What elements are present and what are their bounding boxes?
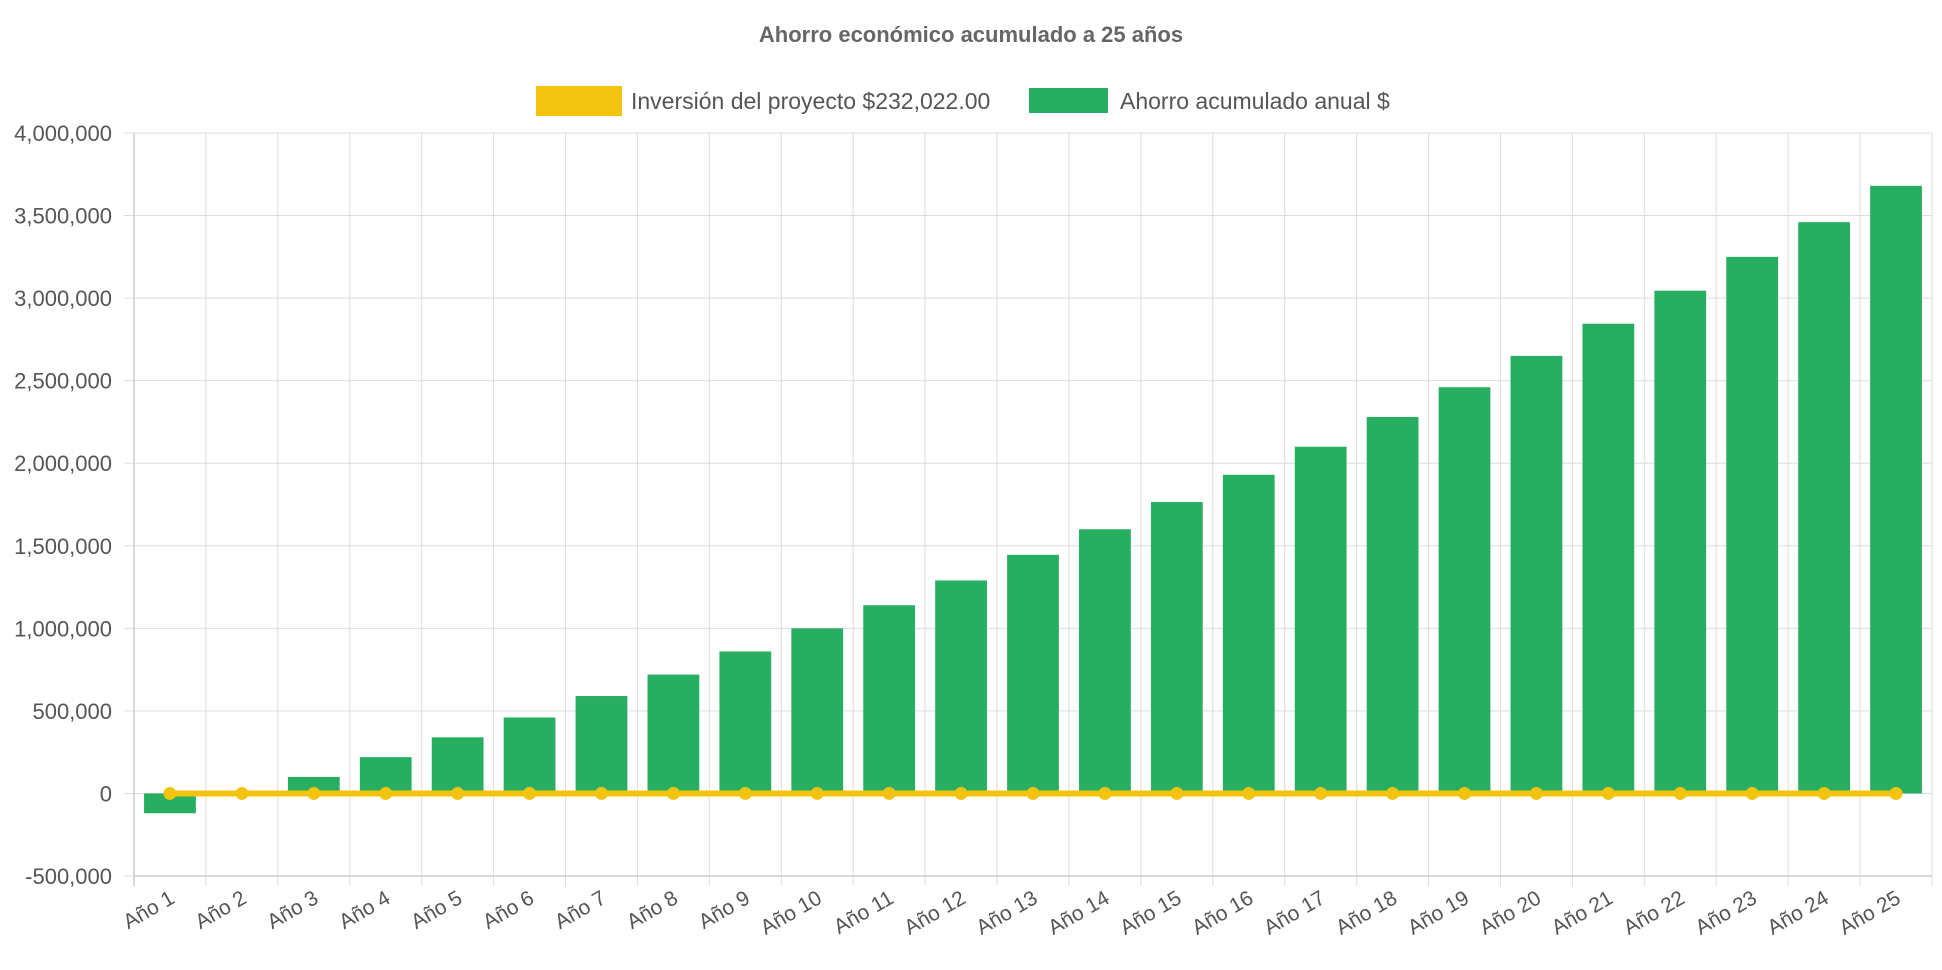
line-point[interactable] bbox=[1026, 786, 1040, 800]
bar[interactable] bbox=[791, 628, 844, 794]
line-point[interactable] bbox=[1098, 786, 1112, 800]
bar[interactable] bbox=[1726, 256, 1779, 794]
x-tick-label: Año 2 bbox=[191, 886, 250, 933]
x-tick-label: Año 23 bbox=[1692, 886, 1761, 939]
y-tick-label: -500,000 bbox=[25, 864, 112, 889]
x-tick-label: Año 11 bbox=[830, 886, 898, 938]
line-point[interactable] bbox=[1673, 786, 1687, 800]
legend-item-inversion[interactable]: Inversión del proyecto $232,022.00 bbox=[536, 86, 990, 116]
x-tick-label: Año 15 bbox=[1116, 886, 1185, 939]
line-point[interactable] bbox=[1601, 786, 1615, 800]
y-tick-label: 3,000,000 bbox=[14, 286, 112, 311]
x-tick-label: Año 5 bbox=[407, 886, 466, 933]
bar[interactable] bbox=[1007, 554, 1059, 794]
line-point[interactable] bbox=[163, 786, 177, 800]
y-tick-label: 1,000,000 bbox=[14, 616, 112, 641]
x-tick-label: Año 4 bbox=[335, 886, 394, 934]
bar[interactable] bbox=[1798, 222, 1851, 794]
bar[interactable] bbox=[287, 776, 340, 794]
bar[interactable] bbox=[719, 651, 772, 794]
bar-series bbox=[144, 185, 1922, 814]
line-point[interactable] bbox=[1458, 786, 1472, 800]
line-point[interactable] bbox=[1242, 786, 1256, 800]
bar[interactable] bbox=[1366, 416, 1419, 794]
bar[interactable] bbox=[647, 674, 700, 794]
line-point[interactable] bbox=[451, 786, 465, 800]
line-point[interactable] bbox=[307, 786, 321, 800]
line-point[interactable] bbox=[594, 786, 608, 800]
line-point[interactable] bbox=[1170, 786, 1184, 800]
bar[interactable] bbox=[431, 737, 484, 794]
bar[interactable] bbox=[1150, 502, 1203, 794]
legend-swatch-ahorro bbox=[1029, 88, 1108, 113]
line-point[interactable] bbox=[1889, 786, 1903, 800]
bar[interactable] bbox=[935, 580, 987, 794]
x-tick-label: Año 13 bbox=[972, 886, 1041, 939]
x-axis-ticks: Año 1 Año 2 Año 3 Año 4 Año 5 Año 6 Año 7 Año 8… bbox=[119, 886, 1904, 939]
legend-swatch-inversion bbox=[536, 86, 622, 116]
bar[interactable] bbox=[575, 696, 628, 794]
bar[interactable] bbox=[1222, 474, 1275, 794]
x-tick-label: Año 7 bbox=[551, 886, 610, 933]
x-tick-label: Año 9 bbox=[695, 886, 754, 933]
x-tick-label: Año 17 bbox=[1260, 886, 1329, 939]
y-tick-label: 2,000,000 bbox=[14, 451, 112, 476]
x-tick-label: Año 22 bbox=[1620, 886, 1689, 939]
line-point[interactable] bbox=[379, 786, 393, 800]
line-point[interactable] bbox=[1745, 786, 1759, 800]
line-point[interactable] bbox=[882, 786, 896, 800]
x-tick-label: Año 12 bbox=[900, 886, 969, 939]
y-tick-label: 4,000,000 bbox=[14, 121, 112, 146]
bar[interactable] bbox=[1438, 387, 1491, 794]
x-tick-label: Año 1 bbox=[119, 886, 178, 933]
bar[interactable] bbox=[1294, 446, 1347, 794]
line-point[interactable] bbox=[666, 786, 680, 800]
bar[interactable] bbox=[144, 793, 196, 814]
bar[interactable] bbox=[1510, 355, 1563, 794]
bar[interactable] bbox=[503, 717, 556, 794]
line-point[interactable] bbox=[1817, 786, 1831, 800]
line-point[interactable] bbox=[523, 786, 537, 800]
y-tick-label: 0 bbox=[100, 781, 112, 806]
legend-label-inversion: Inversión del proyecto $232,022.00 bbox=[631, 88, 990, 114]
line-point[interactable] bbox=[810, 786, 824, 800]
legend-label-ahorro: Ahorro acumulado anual $ bbox=[1120, 88, 1390, 114]
x-tick-label: Año 18 bbox=[1332, 886, 1401, 939]
chart-title: Ahorro económico acumulado a 25 años bbox=[759, 22, 1183, 47]
line-point[interactable] bbox=[1529, 786, 1543, 800]
grid bbox=[124, 132, 1933, 886]
x-tick-label: Año 6 bbox=[479, 886, 538, 933]
line-point[interactable] bbox=[1386, 786, 1400, 800]
y-axis-ticks: 4,000,000 3,500,000 3,000,000 2,500,000 2,00… bbox=[14, 121, 112, 889]
line-point[interactable] bbox=[738, 786, 752, 800]
line-point[interactable] bbox=[1314, 786, 1328, 800]
y-tick-label: 2,500,000 bbox=[14, 369, 112, 394]
x-tick-label: Año 25 bbox=[1835, 886, 1904, 939]
bar[interactable] bbox=[863, 605, 916, 794]
y-tick-label: 3,500,000 bbox=[14, 204, 112, 229]
x-tick-label: Año 16 bbox=[1188, 886, 1257, 939]
y-tick-label: 500,000 bbox=[32, 699, 112, 724]
bar[interactable] bbox=[1582, 323, 1635, 794]
x-tick-label: Año 19 bbox=[1404, 886, 1473, 939]
x-tick-label: Año 20 bbox=[1476, 886, 1545, 939]
legend: Inversión del proyecto $232,022.00 Ahorr… bbox=[536, 86, 1390, 116]
line-point[interactable] bbox=[954, 786, 968, 800]
line-point[interactable] bbox=[235, 786, 249, 800]
line-series bbox=[163, 786, 1903, 800]
bar[interactable] bbox=[1654, 290, 1707, 794]
x-tick-label: Año 8 bbox=[623, 886, 682, 933]
x-tick-label: Año 21 bbox=[1548, 886, 1617, 939]
bar[interactable] bbox=[1870, 185, 1922, 794]
legend-item-ahorro[interactable]: Ahorro acumulado anual $ bbox=[1029, 88, 1390, 114]
y-tick-label: 1,500,000 bbox=[14, 534, 112, 559]
x-tick-label: Año 10 bbox=[757, 886, 826, 939]
bar[interactable] bbox=[1079, 529, 1131, 794]
x-tick-label: Año 3 bbox=[263, 886, 322, 933]
x-tick-label: Año 14 bbox=[1044, 886, 1113, 939]
x-tick-label: Año 24 bbox=[1763, 886, 1832, 939]
